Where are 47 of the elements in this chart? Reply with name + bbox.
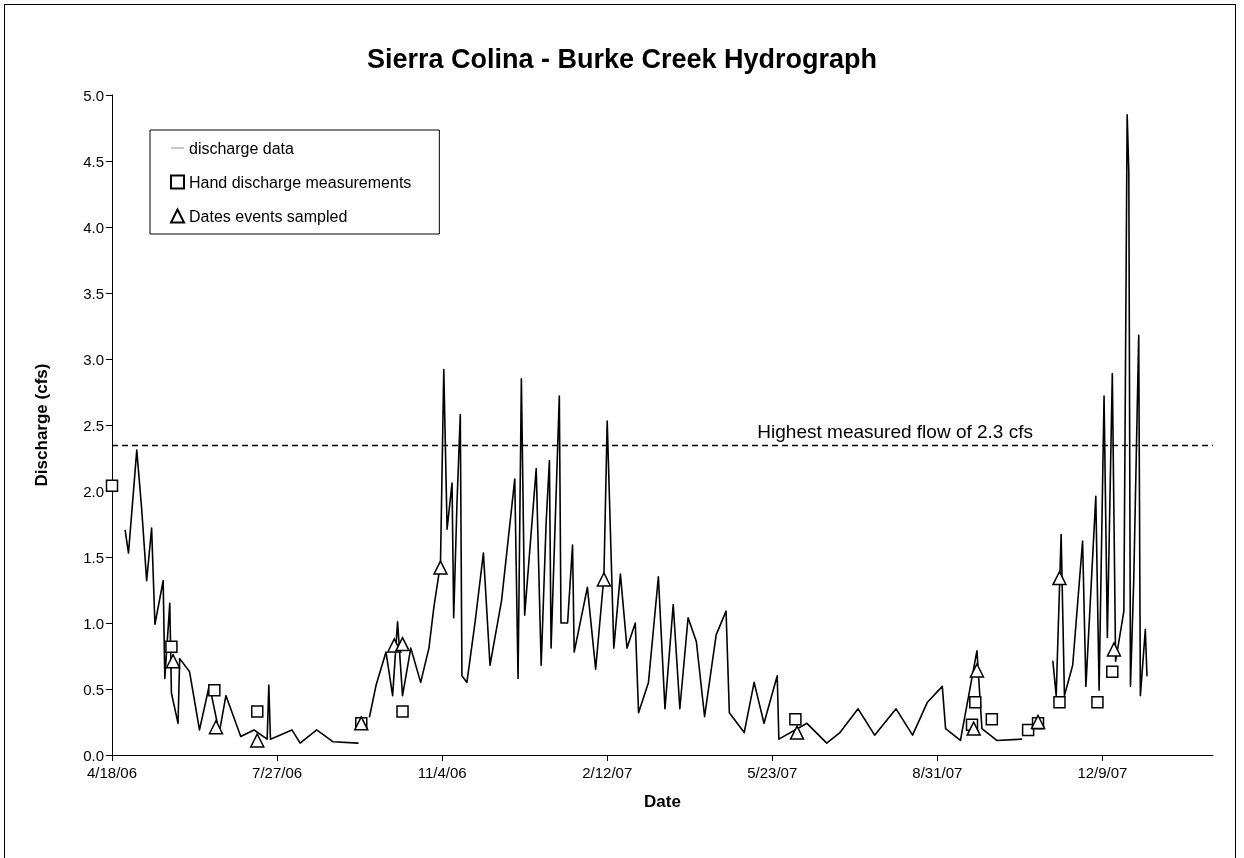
chart-title: Sierra Colina - Burke Creek Hydrograph [366,43,878,74]
point [165,654,181,669]
y-tick-label: 1.5 [83,548,104,566]
point [966,721,981,736]
point [396,705,409,718]
point [433,560,448,575]
x-tick-label: 5/23/07 [747,764,798,781]
point [1053,695,1066,709]
point [596,572,612,587]
point [789,713,802,726]
legend-label: Hand discharge measurements [189,173,412,191]
y-tick-label: 0.5 [83,680,104,698]
x-tick-label: 2/12/07 [582,764,633,781]
x-axis-title: Date [644,792,681,811]
point [1106,665,1119,679]
point [985,713,999,726]
point [251,705,264,718]
ref-line-label: Highest measured flow of 2.3 cfs [757,420,1033,442]
point [969,695,982,709]
y-tick-label: 1.0 [83,614,104,632]
point [1091,695,1104,709]
y-tick-label: 4.0 [83,218,104,236]
point [105,479,119,492]
y-tick-label: 4.5 [83,152,104,170]
y-tick-label: 3.0 [83,350,104,368]
x-tick-label: 12/9/07 [1077,764,1128,781]
y-tick-label: 3.5 [83,284,104,302]
legend-label: Dates events sampled [189,207,348,225]
legend-label: discharge data [189,139,295,157]
point [395,636,410,652]
y-axis-title: Discharge (cfs) [32,363,51,487]
y-tick-label: 2.5 [83,416,104,434]
point [789,725,805,740]
point [165,640,178,654]
y-tick-label: 2.0 [83,482,104,500]
point [250,733,265,748]
x-tick-label: 8/31/07 [912,764,963,781]
point [208,720,224,735]
point [1106,642,1122,657]
y-tick-label: 0.0 [83,746,104,764]
x-tick-label: 4/18/06 [86,764,138,781]
x-tick-label: 7/27/06 [252,764,303,781]
x-tick-label: 11/4/06 [417,764,467,781]
point [208,684,221,697]
y-tick-label: 5.0 [83,86,104,104]
point [969,663,985,678]
point [1052,570,1067,586]
